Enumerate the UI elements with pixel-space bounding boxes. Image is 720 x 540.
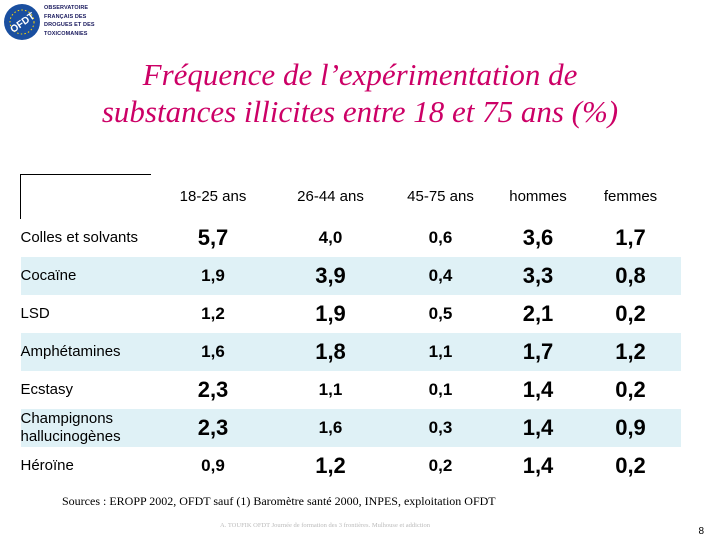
slide-title: Fréquence de l’expérimentation de substa…: [20, 56, 700, 130]
logo-line: FRANÇAIS DES: [44, 13, 87, 20]
logo-line: DROGUES ET DES: [44, 22, 95, 28]
table-cell: 2,3: [197, 377, 229, 402]
table-cell: 0,2: [428, 456, 453, 475]
table-cell: 0,1: [428, 380, 453, 399]
header-femmes: femmes: [603, 188, 658, 206]
table-cell: 3,6: [522, 225, 554, 250]
logo-line: TOXICOMANIES: [44, 30, 88, 37]
header-corner: [20, 174, 151, 219]
table-row: Champignons hallucinogènes 2,3 1,6 0,3 1,4 0,…: [20, 409, 681, 447]
table-cell: 0,9: [201, 456, 225, 475]
table-cell: 1,1: [385, 333, 496, 371]
experimentation-table: 18-25 ans 26-44 ans 45-75 ans hommes fem…: [20, 174, 681, 485]
title-line-1: Fréquence de l’expérimentation de: [142, 57, 578, 92]
logo-line: OBSERVATOIRE: [44, 5, 89, 11]
table-row: LSD 1,2 1,9 0,5 2,1 0,2: [21, 295, 681, 333]
table-cell: 0,6: [428, 228, 453, 247]
table-row: Colles et solvants 5,7 4,0 0,6 3,6 1,7: [21, 219, 681, 257]
table-cell: 2,3: [150, 409, 276, 447]
table-cell: 1,2: [315, 453, 346, 478]
table-cell: 1,8: [275, 333, 386, 371]
footer-credit: A. TOUFIK OFDT Journée de formation des …: [220, 522, 430, 529]
row-label: Colles et solvants: [20, 229, 139, 246]
table-cell: 3,3: [495, 257, 581, 295]
table-cell: 1,6: [150, 333, 276, 371]
table-cell: 1,4: [522, 377, 554, 402]
table-cell: 1,4: [495, 409, 581, 447]
title-line-2: substances illicites entre 18 et 75 ans …: [101, 94, 619, 129]
table-cell: 0,3: [385, 409, 496, 447]
table-cell: 1,1: [318, 380, 343, 399]
table-header-row: 18-25 ans 26-44 ans 45-75 ans hommes fem…: [20, 174, 681, 219]
table-cell: 1,7: [615, 225, 646, 250]
header-26-44: 26-44 ans: [297, 188, 364, 206]
table-cell: 1,9: [150, 257, 276, 295]
table-cell: 0,8: [580, 257, 681, 295]
table-row: Héroïne 0,9 1,2 0,2 1,4 0,2: [21, 447, 681, 485]
row-label: Héroïne: [20, 457, 74, 474]
table-cell: 1,6: [275, 409, 386, 447]
page-number: 8: [698, 526, 704, 537]
header-45-75: 45-75 ans: [407, 188, 474, 206]
table-row: Cocaïne 1,9 3,9 0,4 3,3 0,8: [20, 257, 681, 295]
table-cell: 0,2: [615, 453, 646, 478]
header-hommes: hommes: [509, 188, 567, 206]
table-cell: 0,5: [428, 304, 453, 323]
table-cell: 5,7: [197, 225, 229, 250]
table-cell: 1,7: [495, 333, 581, 371]
row-label: LSD: [20, 305, 50, 322]
table-cell: 1,4: [522, 453, 554, 478]
table-cell: 3,9: [275, 257, 386, 295]
sources-note: Sources : EROPP 2002, OFDT sauf (1) Baro…: [62, 494, 496, 508]
row-label: Champignons hallucinogènes: [20, 409, 151, 447]
table-cell: 4,0: [318, 228, 343, 247]
table-row: Ecstasy 2,3 1,1 0,1 1,4 0,2: [21, 371, 681, 409]
row-label: Ecstasy: [20, 381, 74, 398]
table-cell: 1,9: [315, 301, 346, 326]
table-cell: 0,9: [580, 409, 681, 447]
table-cell: 0,2: [615, 301, 646, 326]
row-label: Cocaïne: [20, 257, 151, 295]
ofdt-emblem-icon: OFDT: [2, 2, 42, 42]
table-cell: 0,2: [615, 377, 646, 402]
ofdt-logo: OFDT OBSERVATOIRE FRANÇAIS DES DROGUES E…: [2, 2, 98, 42]
logo-text: OBSERVATOIRE FRANÇAIS DES DROGUES ET DES…: [44, 4, 104, 38]
header-18-25: 18-25 ans: [179, 188, 247, 206]
table-cell: 2,1: [522, 301, 554, 326]
table-cell: 1,2: [580, 333, 681, 371]
table-row: Amphétamines 1,6 1,8 1,1 1,7 1,2: [20, 333, 681, 371]
table-cell: 0,4: [385, 257, 496, 295]
table-cell: 1,2: [201, 304, 225, 323]
row-label: Amphétamines: [20, 333, 151, 371]
